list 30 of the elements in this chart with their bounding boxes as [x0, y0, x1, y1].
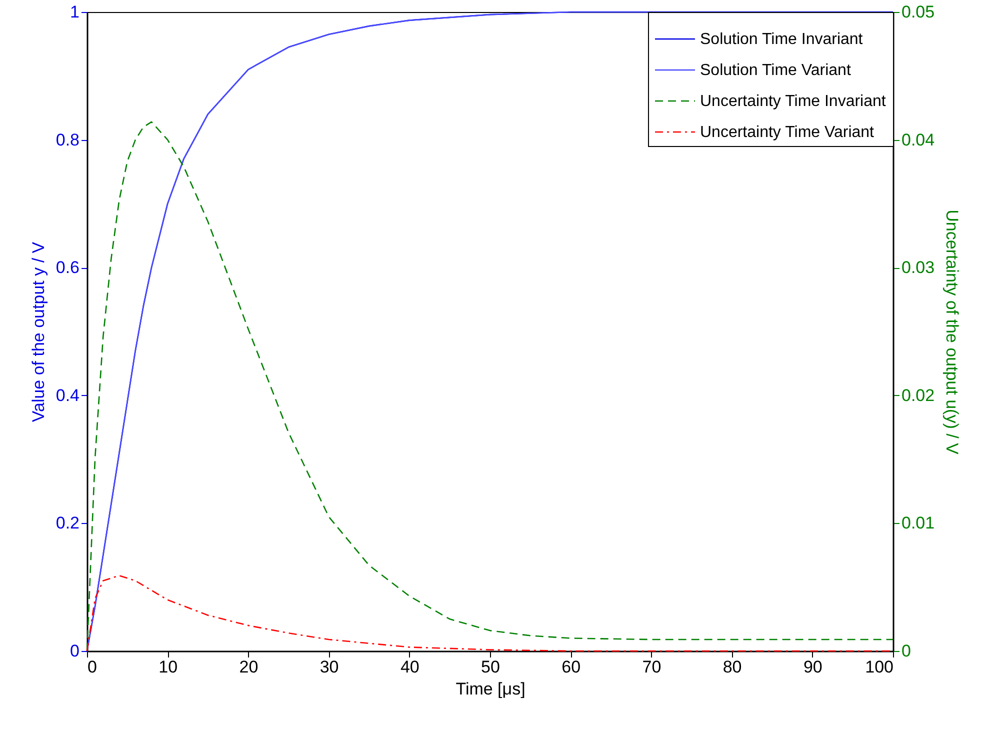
x-tick-label: 60 [562, 658, 581, 676]
x-tick-label: 70 [642, 658, 662, 676]
x-tick-label: 20 [239, 658, 258, 676]
x-tick-label: 50 [481, 658, 500, 676]
legend-label: Solution Time Variant [700, 62, 852, 79]
y-axis-title: Value of the output y / V [28, 241, 48, 422]
x-tick-label: 40 [400, 658, 420, 676]
y2-tick-label: 0.02 [902, 386, 935, 405]
y-tick-label: 0 [70, 642, 80, 660]
x-tick-label: 100 [865, 658, 894, 676]
y2-tick-label: 0.01 [902, 514, 935, 533]
y-tick-label: 1 [70, 2, 80, 22]
x-tick-label: 80 [722, 658, 742, 676]
x-axis-title: Time [μs] [456, 680, 526, 698]
y-tick-label: 0.2 [56, 514, 80, 533]
x-tick-label: 90 [803, 658, 822, 676]
y-tick-label: 0.4 [56, 386, 80, 405]
x-tick-label: 0 [88, 658, 97, 676]
y2-tick-label: 0 [902, 642, 911, 660]
y-tick-label: 0.6 [56, 258, 80, 278]
x-tick-label: 10 [158, 658, 178, 676]
legend-label: Solution Time Invariant [700, 31, 864, 48]
y-tick-label: 0.8 [56, 130, 80, 150]
legend-label: Uncertainty Time Variant [700, 124, 875, 141]
y2-axis-title: Uncertainty of the output u(y) / V [942, 210, 962, 456]
y2-tick-label: 0.03 [902, 258, 935, 278]
y2-tick-label: 0.04 [902, 130, 935, 150]
legend-label: Uncertainty Time Invariant [700, 93, 886, 110]
y2-tick-label: 0.05 [902, 2, 935, 22]
x-tick-label: 30 [320, 658, 339, 676]
